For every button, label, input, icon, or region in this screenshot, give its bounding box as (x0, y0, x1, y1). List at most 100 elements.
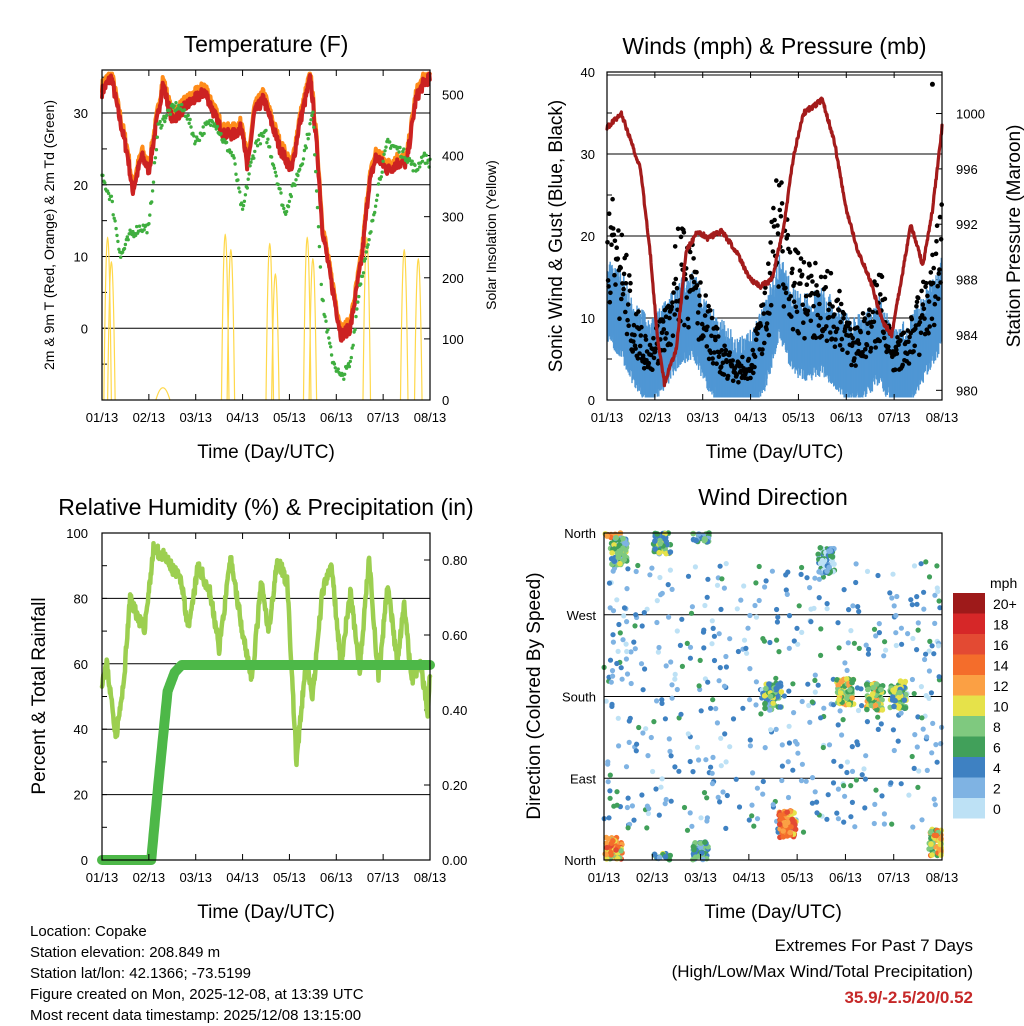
dewpoint-point (242, 199, 247, 203)
direction-point (826, 564, 832, 571)
gust-point (822, 274, 828, 280)
dewpoint-point (165, 113, 169, 118)
gust-point (729, 362, 735, 368)
gust-point (936, 296, 941, 302)
gust-point (803, 293, 809, 299)
gust-point (837, 343, 843, 348)
direction-point (863, 681, 870, 688)
dewpoint-point (258, 142, 263, 146)
direction-point (659, 700, 665, 707)
direction-point (604, 844, 610, 851)
gust-point (719, 348, 725, 353)
dewpoint-point (219, 132, 223, 136)
direction-point (749, 802, 755, 808)
gust-point (914, 304, 919, 309)
direction-point (766, 707, 773, 713)
direction-point (782, 822, 789, 829)
gust-point (694, 283, 700, 288)
direction-point (830, 561, 836, 567)
dewpoint-point (154, 148, 159, 152)
gust-point (617, 316, 622, 322)
elevation-text: Station elevation: 208.849 m (30, 944, 221, 961)
y-right-tick-label: 0.00 (442, 853, 467, 868)
direction-point (701, 627, 707, 633)
direction-point (838, 763, 844, 769)
dewpoint-point (314, 169, 318, 174)
direction-point (929, 643, 935, 649)
gust-point (671, 281, 677, 286)
direction-point (929, 750, 935, 756)
direction-point (849, 679, 855, 686)
direction-point (809, 699, 815, 705)
gust-point (630, 349, 635, 354)
gust-point (817, 301, 822, 307)
direction-point (898, 625, 905, 631)
direction-point (717, 563, 723, 569)
gust-point (761, 311, 766, 316)
dewpoint-point (359, 282, 363, 286)
gust-point (620, 281, 625, 286)
direction-point (747, 612, 753, 619)
direction-point (850, 603, 856, 609)
direction-point (657, 540, 663, 547)
gust-point (691, 256, 696, 261)
gust-point (612, 238, 618, 244)
direction-point (689, 823, 695, 829)
direction-point (898, 781, 904, 787)
gust-point (631, 339, 636, 344)
direction-point (779, 763, 786, 769)
direction-point (668, 659, 674, 665)
dewpoint-point (151, 180, 156, 184)
direction-point (651, 719, 657, 725)
direction-point (881, 653, 887, 659)
direction-point (812, 575, 818, 581)
dewpoint-point (128, 228, 132, 232)
dewpoint-point (185, 117, 189, 121)
dewpoint-point (332, 362, 337, 366)
direction-point (644, 825, 650, 831)
direction-point (607, 772, 613, 778)
direction-point (620, 535, 626, 542)
dewpoint-point (109, 194, 114, 198)
gust-point (625, 317, 630, 323)
direction-point (756, 597, 762, 604)
direction-point (770, 700, 776, 706)
direction-point (653, 786, 659, 792)
direction-point (858, 686, 864, 692)
dewpoint-point (313, 153, 317, 157)
dewpoint-point (293, 183, 297, 187)
direction-point (824, 606, 830, 612)
x-tick-label-3: 08/13 (414, 870, 447, 885)
dewpoint-point (333, 366, 337, 370)
direction-point (617, 630, 623, 636)
direction-point (808, 619, 814, 625)
direction-point (709, 618, 715, 624)
direction-point (685, 731, 691, 737)
direction-point (704, 795, 710, 801)
direction-point (753, 580, 759, 586)
direction-point (615, 554, 622, 561)
direction-point (674, 686, 680, 693)
gust-point (767, 311, 772, 316)
legend-label: 8 (993, 719, 1001, 735)
gust-point (835, 297, 841, 303)
gust-point (906, 339, 911, 345)
direction-point (667, 748, 673, 755)
x-tick-label-1: 02/13 (133, 410, 166, 425)
direction-point (762, 745, 768, 751)
y-axis-label-3: Percent & Total Rainfall (29, 597, 50, 794)
gust-point (724, 359, 730, 365)
direction-point (730, 716, 737, 722)
x-tick-label-1: 07/13 (367, 410, 400, 425)
gust-point (701, 334, 706, 339)
direction-point (915, 627, 921, 633)
direction-point (819, 557, 826, 564)
direction-point (932, 802, 938, 808)
direction-point (834, 677, 840, 683)
dewpoint-point (191, 131, 195, 135)
gust-point (911, 349, 916, 354)
gust-point (849, 362, 854, 368)
gust-point (760, 347, 765, 352)
direction-point (871, 820, 877, 827)
direction-point (636, 724, 642, 731)
